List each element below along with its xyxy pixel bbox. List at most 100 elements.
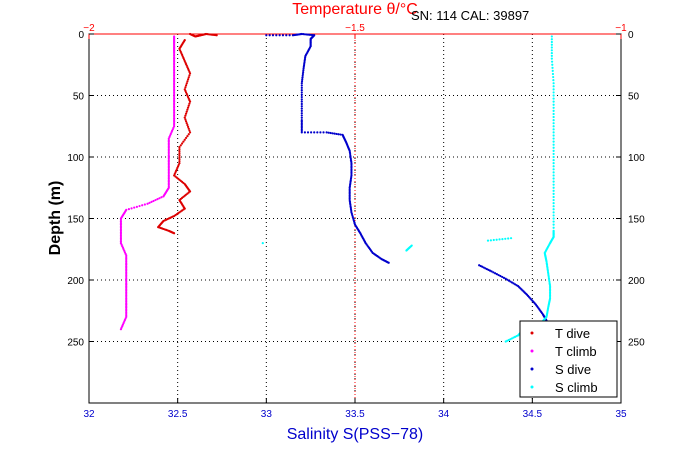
data-point-t-climb xyxy=(173,71,176,74)
data-point-t-dive xyxy=(188,100,192,103)
data-point-t-climb xyxy=(173,86,176,89)
data-point-s-dive xyxy=(300,123,303,126)
data-point-t-climb xyxy=(173,75,176,79)
data-point-t-climb xyxy=(119,218,123,222)
data-point-t-climb xyxy=(173,54,176,57)
data-point-t-dive xyxy=(182,140,185,143)
data-point-t-climb xyxy=(173,85,176,88)
data-point-t-dive xyxy=(186,106,190,109)
data-point-s-dive xyxy=(316,131,319,134)
data-point-t-climb xyxy=(173,82,176,85)
data-point-s-climb xyxy=(486,239,490,242)
data-point-s-dive xyxy=(301,78,304,81)
data-point-s-dive xyxy=(319,131,322,134)
data-point-t-climb xyxy=(125,308,128,311)
legend-label: T climb xyxy=(555,344,597,359)
data-point-t-dive xyxy=(187,104,190,107)
data-point-t-climb xyxy=(127,208,130,211)
data-point-s-climb xyxy=(552,211,555,214)
data-point-t-climb xyxy=(173,105,176,108)
data-point-t-climb xyxy=(167,182,170,185)
data-point-t-climb xyxy=(167,185,170,188)
data-point-s-climb xyxy=(552,106,555,109)
data-point-s-climb xyxy=(552,134,555,137)
data-point-t-climb xyxy=(167,149,170,152)
data-point-t-climb xyxy=(141,204,144,207)
data-point-t-climb xyxy=(125,258,128,262)
data-point-t-climb xyxy=(125,208,128,211)
data-point-s-climb xyxy=(552,214,555,217)
legend-box xyxy=(519,320,618,398)
data-point-t-climb xyxy=(173,66,176,69)
data-point-s-dive xyxy=(285,34,288,37)
data-point-t-dive xyxy=(178,154,181,157)
legend-label: S dive xyxy=(555,362,591,377)
data-point-t-climb xyxy=(173,60,176,63)
data-point-t-climb xyxy=(167,160,170,163)
bottom-axis-title: Salinity S(PSS−78) xyxy=(287,426,424,443)
data-point-t-dive xyxy=(184,120,188,123)
data-point-s-climb xyxy=(550,40,553,44)
data-point-t-dive xyxy=(185,122,188,125)
data-point-s-dive xyxy=(300,100,303,103)
data-point-s-climb xyxy=(552,174,555,177)
data-point-t-climb xyxy=(173,79,176,82)
data-point-s-climb xyxy=(552,149,555,152)
data-point-t-climb xyxy=(125,260,128,263)
data-point-s-dive xyxy=(300,114,303,117)
data-point-t-climb xyxy=(173,102,176,105)
data-point-t-dive xyxy=(188,131,192,134)
data-point-t-climb xyxy=(160,196,163,199)
y-tick-label-left: 200 xyxy=(67,276,84,287)
data-point-s-climb xyxy=(552,140,555,143)
data-point-s-climb xyxy=(552,112,555,116)
series-t-dive xyxy=(157,32,218,235)
data-point-t-climb xyxy=(150,200,153,203)
data-point-t-climb xyxy=(167,183,170,186)
data-point-s-climb xyxy=(504,237,507,240)
data-point-s-climb xyxy=(552,162,555,165)
data-point-t-climb xyxy=(146,202,149,205)
data-point-s-dive xyxy=(337,133,340,136)
data-point-t-climb xyxy=(125,268,128,271)
data-point-s-dive xyxy=(303,131,307,134)
bottom-tick-label: 33.5 xyxy=(345,409,365,420)
data-point-s-dive xyxy=(502,276,506,279)
legend-label: T dive xyxy=(555,326,590,341)
data-point-s-climb xyxy=(550,49,553,52)
data-point-s-climb xyxy=(550,57,553,60)
data-point-s-climb xyxy=(550,51,553,55)
data-point-s-dive xyxy=(329,131,332,135)
data-point-s-climb xyxy=(550,46,553,49)
data-point-s-dive xyxy=(302,71,305,74)
data-point-s-climb xyxy=(552,103,555,106)
data-point-s-climb xyxy=(552,85,555,88)
top-axis-title: Temperature θ/°C xyxy=(292,1,418,18)
data-point-s-climb xyxy=(548,294,552,297)
data-point-t-climb xyxy=(125,314,128,317)
data-point-s-dive xyxy=(499,274,502,278)
data-point-s-dive xyxy=(327,131,330,134)
data-point-s-climb xyxy=(548,291,552,294)
data-point-s-climb xyxy=(552,152,555,156)
data-point-s-climb xyxy=(489,239,492,242)
data-point-t-climb xyxy=(125,285,128,288)
data-point-s-climb xyxy=(552,155,555,159)
data-point-t-climb xyxy=(167,143,170,146)
data-point-t-dive xyxy=(173,232,176,235)
data-point-t-dive xyxy=(187,76,190,79)
data-point-s-dive xyxy=(300,109,303,112)
data-point-t-dive xyxy=(178,150,181,153)
data-point-t-climb xyxy=(125,303,128,306)
data-point-s-climb xyxy=(552,205,555,208)
data-point-t-climb xyxy=(125,281,128,285)
data-point-t-climb xyxy=(119,223,123,226)
data-point-t-climb xyxy=(173,125,176,128)
data-point-s-dive xyxy=(300,112,303,115)
data-point-t-climb xyxy=(125,255,128,259)
data-point-s-dive xyxy=(313,131,316,134)
data-point-t-climb xyxy=(119,232,123,235)
data-point-s-dive xyxy=(300,91,303,94)
